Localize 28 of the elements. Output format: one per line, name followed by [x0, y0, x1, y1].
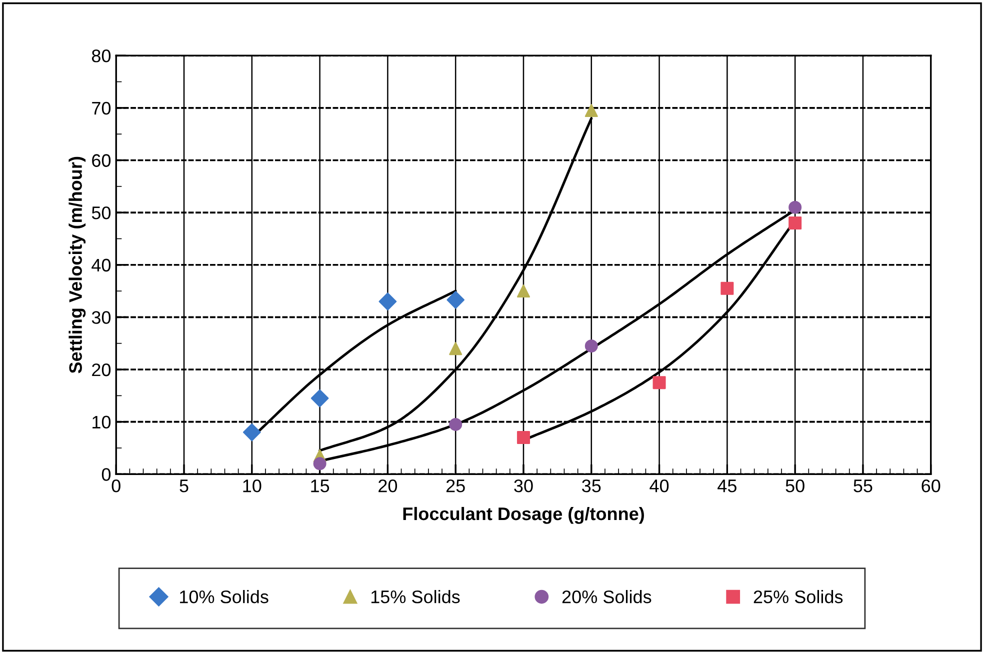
x-axis-title: Flocculant Dosage (g/tonne)	[403, 506, 644, 524]
y-tick-label: 40	[92, 258, 111, 272]
y-tick-label: 10	[92, 416, 111, 429]
x-tick-label: 30	[514, 479, 533, 492]
x-tick-label: 40	[650, 479, 669, 492]
x-tick-label: 20	[378, 479, 398, 492]
x-tick-label: 5	[180, 480, 188, 492]
legend-label: 25% Solids	[754, 590, 843, 604]
y-tick-label: 30	[92, 311, 111, 324]
y-axis-title: Settling Velocity (m/hour)	[68, 156, 86, 374]
x-tick-label: 35	[582, 479, 601, 492]
x-tick-label: 15	[311, 480, 330, 492]
legend-label: 10% Solids	[180, 590, 268, 604]
x-tick-label: 60	[922, 479, 940, 492]
x-tick-label: 50	[786, 479, 804, 492]
y-tick-label: 60	[92, 154, 111, 167]
legend-label: 20% Solids	[562, 590, 652, 604]
x-tick-label: 10	[243, 479, 262, 492]
y-tick-label: 0	[102, 468, 111, 481]
y-tick-label: 50	[92, 206, 111, 220]
legend-label: 15% Solids	[371, 590, 460, 604]
x-tick-label: 55	[854, 480, 872, 492]
y-tick-label: 80	[92, 50, 111, 62]
x-tick-label: 25	[446, 479, 465, 492]
x-tick-label: 45	[718, 480, 736, 492]
y-tick-label: 20	[92, 363, 111, 376]
x-tick-label: 0	[112, 479, 120, 492]
y-tick-label: 70	[92, 102, 111, 115]
